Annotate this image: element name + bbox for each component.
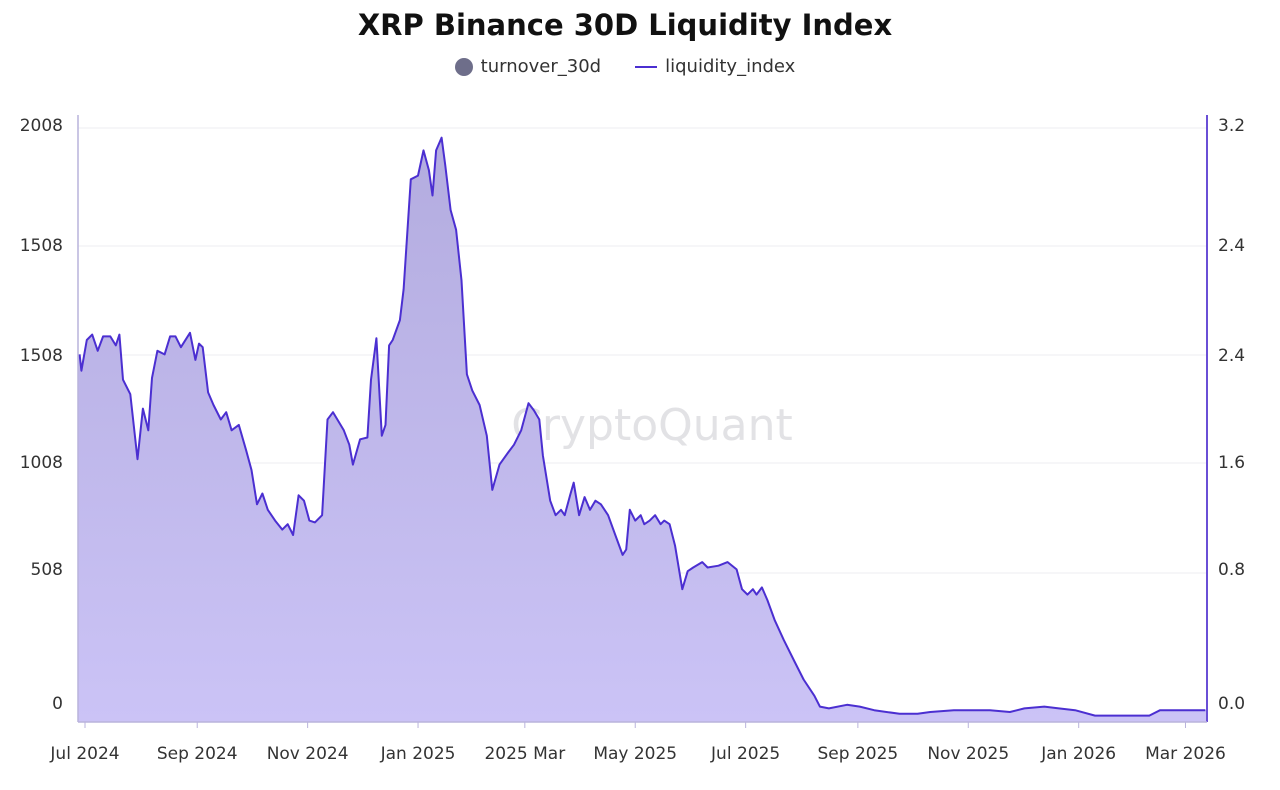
right-axis-tick-label: 3.2 [1218,116,1245,136]
x-axis-tick-label: Mar 2026 [1145,744,1226,764]
circle-marker-icon [454,57,473,76]
x-axis-tick-label: May 2025 [593,744,677,764]
right-axis-tick-label: 2.4 [1218,346,1245,366]
legend-label: turnover_30d [480,56,602,77]
x-axis-tick-label: Nov 2024 [267,744,349,764]
x-axis-tick-label: Jul 2024 [49,744,119,764]
left-axis-tick-label: 1008 [20,453,63,473]
x-axis-tick-label: Jul 2025 [710,744,780,764]
legend-label: liquidity_index [665,56,796,77]
legend: turnover_30d liquidity_index [0,56,1250,77]
watermark: CryptoQuant [511,400,793,451]
chart-title: XRP Binance 30D Liquidity Index [357,8,893,42]
left-axis-tick-label: 2008 [20,116,63,136]
liquidity-index-line [78,136,1206,717]
right-axis-tick-label: 1.6 [1218,453,1245,473]
left-axis-tick-label: 0 [52,694,63,714]
left-axis-tick-label: 508 [31,560,63,580]
x-axis-tick-label: Sep 2024 [157,744,238,764]
x-axis-tick-label: Nov 2025 [927,744,1009,764]
liquidity-index-area [78,137,1207,722]
x-axis-tick-label: Jan 2025 [380,744,456,764]
x-axis-tick-label: 2025 Mar [484,744,565,764]
right-axis-tick-label: 2.4 [1218,236,1245,256]
x-axis-tick-label: Jan 2026 [1040,744,1116,764]
x-axis-tick-label: Sep 2025 [818,744,899,764]
legend-item-liquidity-index[interactable]: liquidity_index [635,56,795,77]
right-axis-tick-label: 0.0 [1218,694,1245,714]
legend-item-turnover[interactable]: turnover_30d [454,56,602,77]
left-axis-tick-label: 1508 [20,346,63,366]
right-axis-tick-label: 0.8 [1218,560,1245,580]
line-marker-icon [635,65,658,68]
left-axis-tick-label: 1508 [20,236,63,256]
